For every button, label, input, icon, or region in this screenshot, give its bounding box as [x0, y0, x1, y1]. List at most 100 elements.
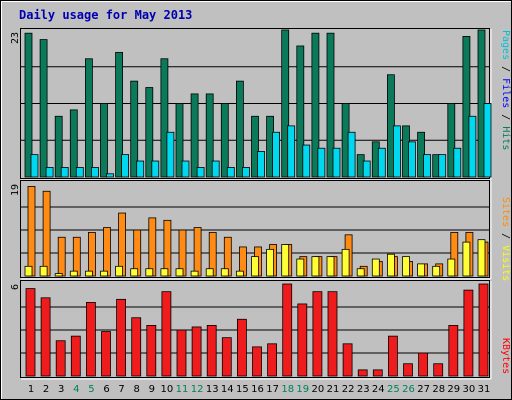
- bar-hits-20: [311, 32, 320, 178]
- bar-sites-24: [371, 258, 380, 277]
- bar-kbytes-9: [146, 324, 157, 377]
- bar-kbytes-10: [161, 291, 172, 377]
- x-tick-label: 9: [149, 384, 155, 395]
- bar-kbytes-18: [282, 283, 293, 377]
- x-tick-label: 29: [447, 384, 460, 395]
- bar-hits-10: [160, 58, 169, 178]
- bar-pages-22: [347, 131, 356, 178]
- bar-kbytes-15: [236, 318, 247, 377]
- bar-pages-2: [45, 167, 54, 178]
- bar-sites-12: [190, 270, 199, 277]
- bar-hits-29: [447, 103, 456, 178]
- bar-pages-13: [211, 160, 220, 178]
- x-tick-label: 11: [176, 384, 189, 395]
- bar-visits-1: [27, 186, 36, 277]
- bar-hits-21: [326, 32, 335, 178]
- x-tick-label: 15: [236, 384, 249, 395]
- legend-kbytes: KBytes: [500, 338, 511, 374]
- x-tick-label: 8: [134, 384, 140, 395]
- visits-ymax-label: 19: [10, 184, 21, 196]
- bar-hits-18: [281, 29, 290, 178]
- bar-sites-30: [462, 241, 471, 277]
- bar-kbytes-31: [478, 283, 489, 377]
- bar-hits-5: [85, 58, 93, 178]
- x-tick-label: 3: [58, 384, 64, 395]
- hits-panel-legend: Pages / Files / Hits: [500, 30, 511, 150]
- x-tick-label: 4: [73, 384, 79, 395]
- bar-kbytes-17: [267, 343, 278, 377]
- bar-pages-12: [196, 167, 205, 178]
- bar-sites-18: [281, 244, 290, 277]
- bar-hits-9: [145, 87, 154, 178]
- bar-kbytes-16: [252, 346, 262, 377]
- bar-sites-6: [100, 270, 108, 277]
- bar-sites-27: [417, 263, 426, 277]
- bar-pages-23: [362, 160, 371, 178]
- bar-pages-3: [60, 167, 69, 178]
- bar-pages-30: [468, 115, 477, 178]
- bar-hits-14: [220, 103, 229, 178]
- x-tick-label: 10: [161, 384, 174, 395]
- x-tick-label: 6: [103, 384, 109, 395]
- bar-kbytes-19: [297, 303, 308, 377]
- bar-pages-18: [287, 125, 296, 178]
- bar-kbytes-5: [86, 301, 96, 377]
- bar-sites-13: [205, 268, 214, 277]
- bar-sites-21: [326, 256, 335, 277]
- x-tick-label: 28: [432, 384, 445, 395]
- bar-sites-16: [251, 256, 259, 277]
- kbytes-panel-legend: KBytes: [500, 338, 511, 374]
- bar-pages-24: [377, 147, 386, 178]
- bar-hits-4: [69, 109, 78, 178]
- bar-visits-12: [193, 227, 202, 277]
- bar-sites-10: [160, 268, 169, 277]
- x-tick-label: 1: [28, 384, 34, 395]
- bar-hits-16: [251, 115, 259, 178]
- bar-pages-4: [75, 167, 84, 178]
- visits-panel-legend: Sites / Visits: [500, 197, 511, 281]
- bar-kbytes-27: [418, 352, 429, 377]
- bar-kbytes-22: [342, 343, 353, 377]
- x-tick-label: 16: [251, 384, 264, 395]
- bar-pages-17: [272, 131, 281, 178]
- bar-sites-1: [24, 265, 33, 277]
- bar-hits-2: [39, 39, 48, 178]
- bar-kbytes-12: [191, 326, 202, 377]
- legend-separator: /: [500, 108, 511, 126]
- bars: [24, 29, 492, 377]
- bar-hits-12: [190, 93, 199, 178]
- bar-kbytes-6: [101, 331, 111, 377]
- x-tick-label: 31: [478, 384, 491, 395]
- bar-pages-20: [317, 147, 326, 178]
- bar-pages-31: [483, 103, 492, 178]
- bar-kbytes-7: [116, 298, 126, 377]
- bar-pages-29: [453, 147, 462, 178]
- bar-sites-26: [402, 256, 410, 277]
- bar-hits-8: [130, 80, 139, 178]
- x-tick-label: 27: [417, 384, 430, 395]
- bar-sites-19: [296, 258, 305, 277]
- bar-visits-3: [57, 236, 66, 277]
- bar-pages-9: [151, 160, 160, 178]
- legend-separator: /: [500, 60, 511, 78]
- x-tick-label: 17: [266, 384, 279, 395]
- x-tick-label: 25: [387, 384, 400, 395]
- bar-sites-5: [85, 270, 93, 277]
- legend-pages: Pages: [500, 30, 511, 60]
- bar-sites-29: [447, 258, 456, 277]
- bar-pages-7: [121, 154, 129, 178]
- x-tick-label: 13: [206, 384, 219, 395]
- bar-kbytes-23: [357, 369, 368, 377]
- bar-hits-1: [24, 32, 33, 178]
- bar-sites-22: [341, 248, 350, 277]
- bar-kbytes-24: [372, 369, 383, 377]
- x-tick-label: 23: [357, 384, 370, 395]
- bar-visits-2: [42, 190, 51, 277]
- bar-pages-10: [166, 131, 175, 178]
- chart-title: Daily usage for May 2013: [19, 8, 192, 22]
- bar-sites-3: [54, 273, 63, 277]
- bar-sites-28: [432, 265, 441, 277]
- bar-visits-4: [72, 236, 81, 277]
- x-tick-label: 20: [312, 384, 325, 395]
